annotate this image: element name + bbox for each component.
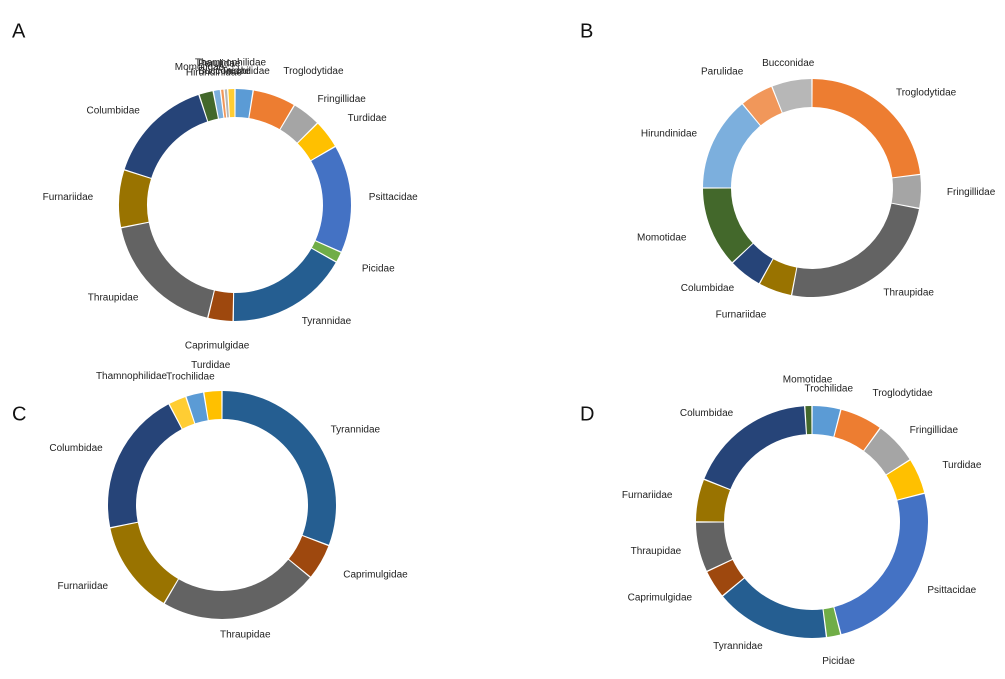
segment-label: Thraupidae xyxy=(883,288,934,299)
segment-label: Tyrannidae xyxy=(302,316,352,327)
segment-label: Picidae xyxy=(362,263,395,274)
segment-label: Columbidae xyxy=(680,408,734,419)
panel-label: C xyxy=(12,403,26,425)
segment-label: Thamnophilidae xyxy=(195,58,267,69)
donut-segment xyxy=(834,494,928,634)
panel-label: A xyxy=(12,20,26,42)
segment-label: Fringillidae xyxy=(317,94,366,105)
segment-label: Thraupidae xyxy=(88,293,139,304)
donut-segment xyxy=(792,204,919,297)
donut-segment xyxy=(723,578,826,638)
segment-label: Thamnophilidae xyxy=(96,371,168,382)
segment-label: Caprimulgidae xyxy=(628,593,693,604)
segment-label: Thraupidae xyxy=(631,546,682,557)
donut-segment xyxy=(228,89,234,117)
donut-segment xyxy=(204,391,221,420)
segment-label: Momotidae xyxy=(783,375,833,386)
panel-label: D xyxy=(580,403,594,425)
segment-label: Turdidae xyxy=(942,460,982,471)
figure: A Trochilidae Troglodytidae Fringillidae Tur… xyxy=(0,0,1005,674)
segment-label: Furnariidae xyxy=(622,490,673,501)
segment-label: Troglodytidae xyxy=(872,388,933,399)
segment-label: Picidae xyxy=(822,656,855,667)
segment-label: Thraupidae xyxy=(220,630,271,641)
segment-label: Tyrannidae xyxy=(713,641,763,652)
segment-label: Momotidae xyxy=(637,232,687,243)
donut-segment xyxy=(703,188,753,262)
segment-label: Furnariidae xyxy=(57,581,108,592)
segment-label: Columbidae xyxy=(49,443,103,454)
donut-segment xyxy=(223,391,336,545)
segment-label: Caprimulgidae xyxy=(185,341,250,352)
segment-label: Parulidae xyxy=(701,66,744,77)
donut-segment xyxy=(311,147,351,251)
donut-segment xyxy=(892,175,921,208)
donut-segment xyxy=(236,89,253,118)
segment-label: Tyrannidae xyxy=(331,425,381,436)
segment-label: Turdidae xyxy=(191,360,231,371)
segment-label: Trochilidae xyxy=(166,371,215,382)
segment-label: Bucconidae xyxy=(762,58,815,69)
donut-segment xyxy=(108,404,182,527)
donut-segment xyxy=(165,560,310,619)
segment-label: Troglodytidae xyxy=(896,87,957,98)
panel-label: B xyxy=(580,20,593,42)
donut-segment xyxy=(703,104,760,187)
segment-label: Columbidae xyxy=(86,105,140,116)
donut-segment xyxy=(119,171,151,228)
segment-label: Psittacidae xyxy=(927,585,976,596)
segment-label: Psittacidae xyxy=(369,192,418,203)
segment-label: Troglodytidae xyxy=(283,66,344,77)
segment-label: Fringillidae xyxy=(910,425,959,436)
donut-segment xyxy=(805,406,811,434)
segment-label: Turdidae xyxy=(348,113,388,124)
segment-label: Columbidae xyxy=(681,283,735,294)
segment-label: Fringillidae xyxy=(947,187,996,198)
donut-segment xyxy=(110,523,178,603)
donut-segment xyxy=(234,249,336,321)
segment-label: Hirundinidae xyxy=(641,129,698,140)
segment-label: Caprimulgidae xyxy=(343,570,408,581)
segment-label: Furnariidae xyxy=(43,192,94,203)
segment-label: Furnariidae xyxy=(716,310,767,321)
